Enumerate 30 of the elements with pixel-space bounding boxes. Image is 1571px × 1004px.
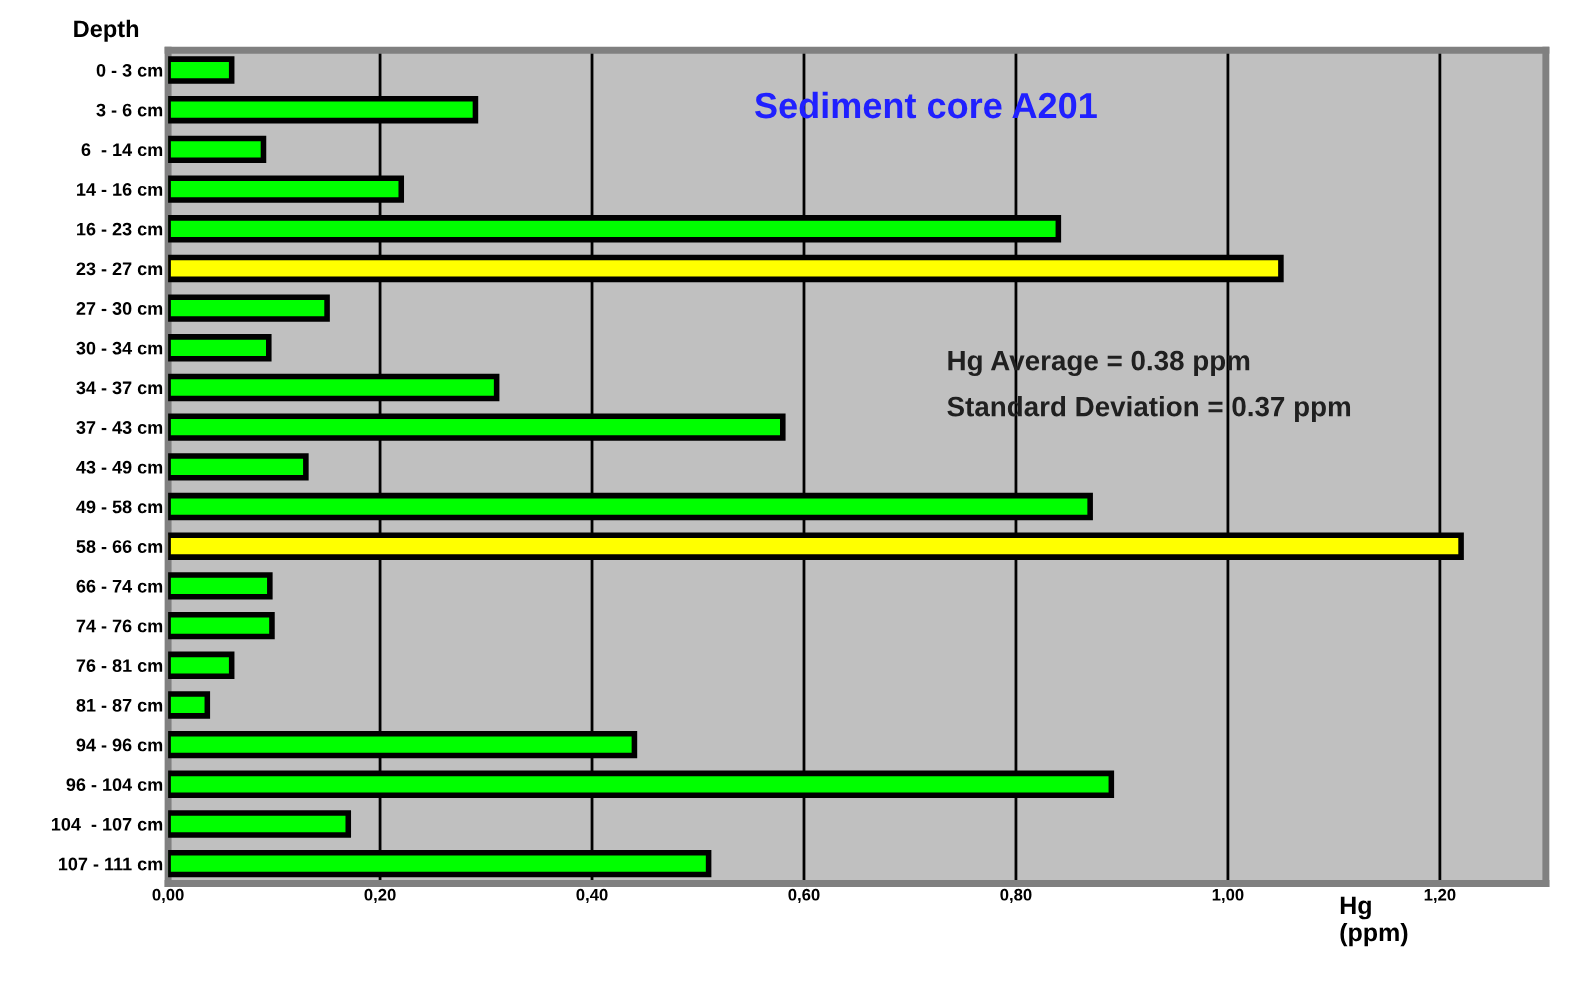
y-tick-label: 3 - 6 cm [96,103,163,117]
y-tick-label: 34 - 37 cm [76,381,163,395]
x-axis-title: Hg (ppm) [1340,896,1408,947]
x-tick-label: 0,20 [364,888,396,904]
y-tick-label: 96 - 104 cm [66,778,163,792]
x-tick-label: 1,20 [1424,888,1456,904]
y-tick-label: 66 - 74 cm [76,579,163,593]
x-tick-label: 0,40 [576,888,608,904]
y-tick-label: 107 - 111 cm [58,857,163,871]
y-tick-label: 23 - 27 cm [76,262,163,276]
y-tick-label: 6 - 14 cm [81,143,163,157]
y-tick-label: 16 - 23 cm [77,222,163,236]
y-tick-label: 81 - 87 cm [76,698,163,712]
y-tick-label: 14 - 16 cm [77,183,163,196]
y-tick-label: 43 - 49 cm [76,460,163,474]
y-tick-label: 74 - 76 cm [76,619,163,633]
y-tick-label: 30 - 34 cm [76,341,163,355]
y-tick-label: 0 - 3 cm [96,63,163,77]
y-tick-label: 94 - 96 cm [76,738,163,752]
x-tick-label: 0,00 [152,888,184,904]
x-tick-label: 0,80 [1000,888,1032,904]
x-tick-label: 0,60 [788,888,820,904]
y-tick-label: 37 - 43 cm [76,421,163,434]
y-tick-label: 49 - 58 cm [76,500,163,514]
y-tick-label: 76 - 81 cm [76,659,163,672]
y-tick-label: 58 - 66 cm [76,540,163,553]
y-tick-label: 104 - 107 cm [51,817,163,831]
y-tick-label: 27 - 30 cm [76,302,163,315]
x-tick-label: 1,00 [1212,888,1244,904]
y-axis-title: Depth [74,19,139,42]
